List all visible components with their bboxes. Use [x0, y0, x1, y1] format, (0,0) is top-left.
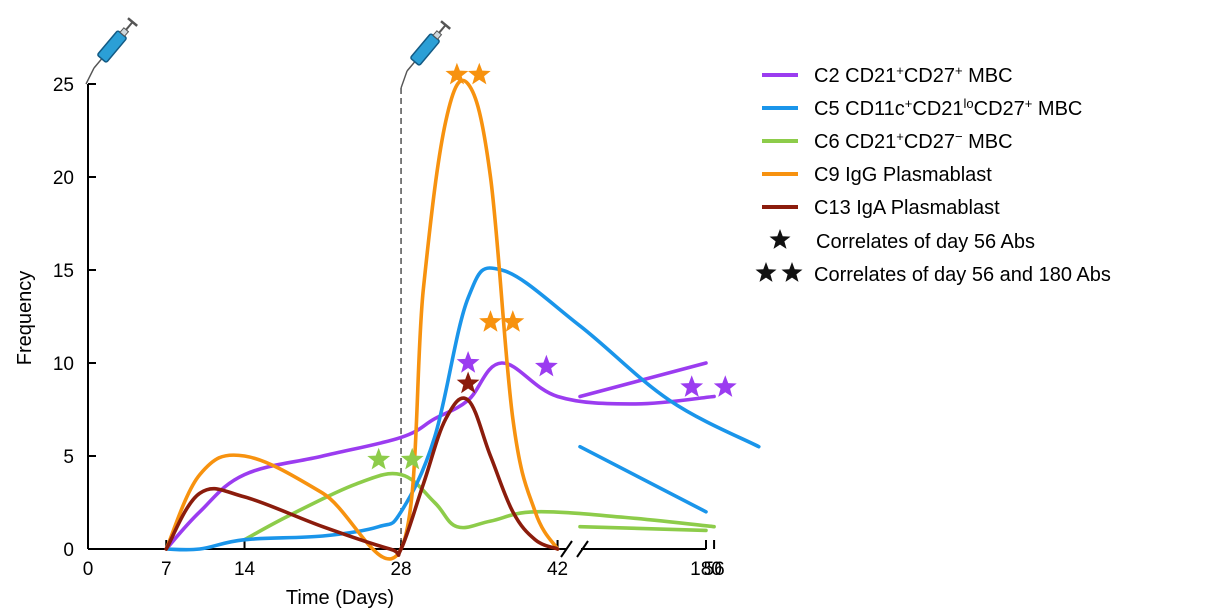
legend: C2 CD21+CD27+ MBC C5 CD11c+CD21loCD27+ MB… — [755, 63, 1111, 286]
legend-label: C2 CD21+CD27+ MBC — [814, 63, 1013, 88]
legend-star — [769, 229, 791, 249]
axis-break-mark — [560, 540, 573, 558]
series-line — [242, 471, 716, 542]
x-tick-label: 56 — [704, 559, 725, 580]
star-marker — [680, 375, 704, 397]
y-tick-label: 15 — [53, 261, 74, 282]
legend-label: C9 IgG Plasmablast — [814, 164, 992, 186]
x-tick-label: 7 — [161, 559, 172, 580]
star-marker — [456, 351, 480, 373]
needle-line — [400, 70, 408, 89]
legend-label: C5 CD11c+CD21loCD27+ MBC — [814, 96, 1082, 121]
star-marker — [456, 371, 480, 394]
legend-label: C13 IgA Plasmablast — [814, 197, 1000, 219]
legend-star — [781, 262, 803, 282]
x-tick-label: 28 — [390, 559, 411, 580]
star-marker — [479, 310, 502, 332]
series-lines — [164, 78, 761, 561]
series-line — [164, 78, 560, 561]
needle-line — [85, 67, 95, 85]
axis-break-mark — [576, 540, 589, 558]
star-marker — [400, 447, 424, 470]
star-marker — [445, 62, 469, 85]
x-tick-label: 0 — [83, 559, 94, 580]
y-tick-label: 20 — [53, 168, 74, 189]
y-axis-title: Frequency — [14, 271, 36, 366]
star-marker — [501, 310, 525, 332]
series-line — [164, 361, 716, 551]
syringe-icon — [93, 17, 138, 69]
series-line-late — [578, 444, 708, 514]
series-line-late — [578, 524, 708, 533]
series-line — [164, 266, 761, 552]
star-marker — [367, 447, 391, 470]
syringe-icons — [85, 17, 452, 89]
legend-label: Correlates of day 56 and 180 Abs — [814, 264, 1111, 286]
star-marker — [535, 354, 558, 377]
legend-star — [755, 262, 777, 282]
legend-label: Correlates of day 56 Abs — [816, 231, 1035, 253]
syringe-icon — [406, 20, 452, 72]
legend-label: C6 CD21+CD27− MBC — [814, 129, 1013, 154]
y-tick-label: 0 — [63, 540, 74, 561]
y-tick-label: 5 — [63, 447, 74, 468]
x-tick-label: 42 — [547, 559, 568, 580]
star-marker — [713, 375, 737, 397]
star-marker — [467, 62, 491, 85]
x-tick-label: 180 — [690, 559, 722, 580]
x-tick-label: 14 — [234, 559, 256, 580]
x-axis-title: Time (Days) — [286, 587, 394, 609]
star-markers — [367, 62, 737, 470]
y-tick-label: 25 — [53, 75, 74, 96]
series-line — [164, 396, 560, 558]
y-tick-label: 10 — [53, 354, 74, 375]
